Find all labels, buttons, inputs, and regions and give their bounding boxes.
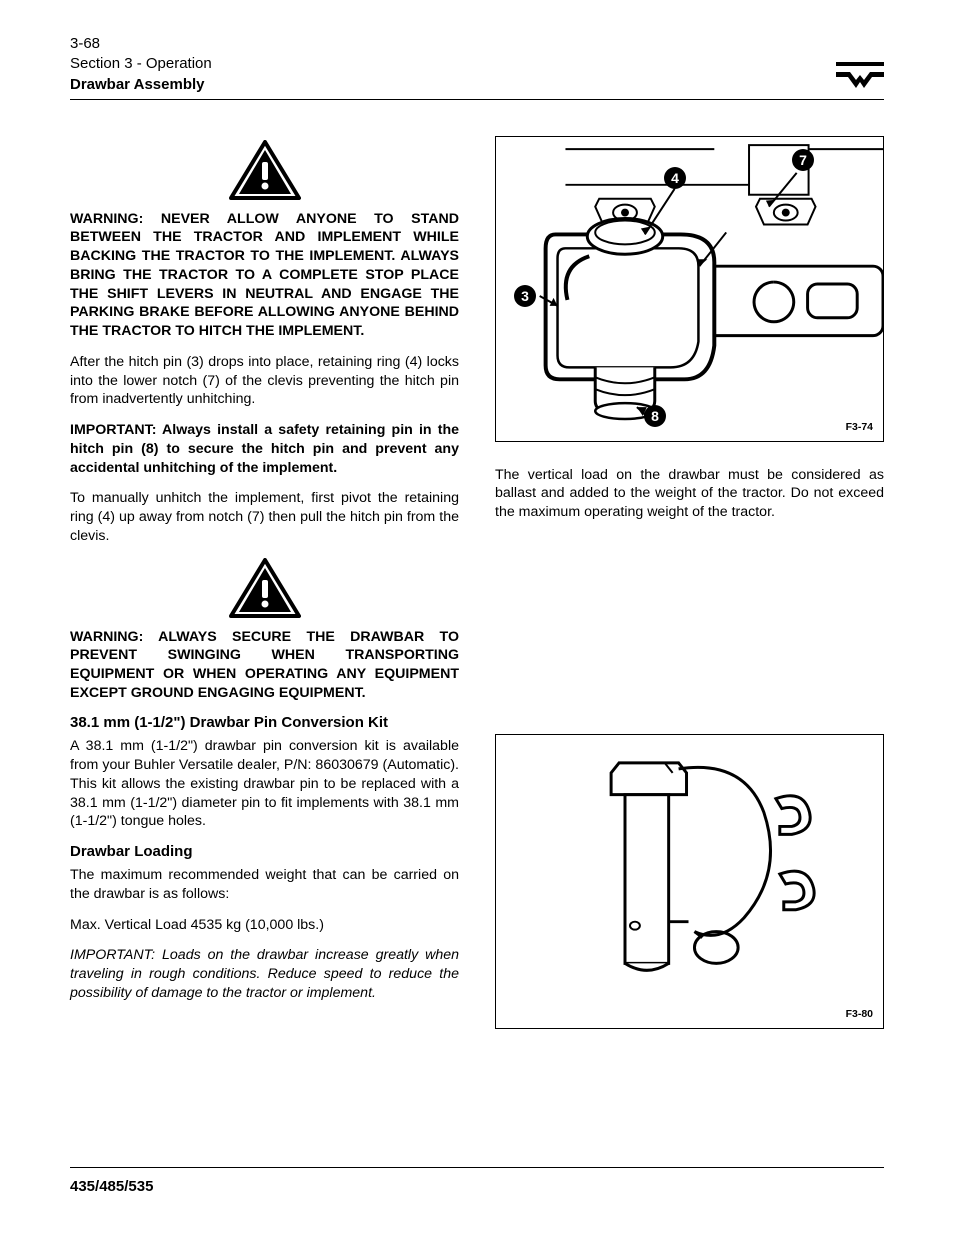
paragraph-conversion-kit: A 38.1 mm (1-1/2") drawbar pin conversio… <box>70 737 459 831</box>
figure-callout-4: 4 <box>664 167 686 189</box>
figure-f3-74-illustration <box>496 137 883 441</box>
brand-logo-icon <box>836 62 884 88</box>
paragraph-max-load: Max. Vertical Load 4535 kg (10,000 lbs.) <box>70 916 459 935</box>
figure-callout-3: 3 <box>514 285 536 307</box>
page-number: 3-68 <box>70 34 884 54</box>
heading-drawbar-loading: Drawbar Loading <box>70 843 459 860</box>
figure-label-f3-74: F3-74 <box>846 421 873 433</box>
important-loads-italic: IMPORTANT: Loads on the drawbar increase… <box>70 946 459 1002</box>
warning-text-1: WARNING: NEVER ALLOW ANYONE TO STAND BET… <box>70 210 459 341</box>
header-rule <box>70 99 884 100</box>
figure-callout-8: 8 <box>644 405 666 427</box>
header-text-block: 3-68 Section 3 - Operation Drawbar Assem… <box>70 34 884 95</box>
warning-triangle-icon <box>70 558 459 620</box>
figure-f3-74: 4 7 3 8 F3-74 <box>495 136 884 442</box>
subsection-title: Drawbar Assembly <box>70 75 884 95</box>
paragraph-vertical-load: The vertical load on the drawbar must be… <box>495 466 884 522</box>
footer-rule <box>70 1167 884 1168</box>
figure-label-f3-80: F3-80 <box>846 1008 873 1020</box>
paragraph-max-weight-intro: The maximum recommended weight that can … <box>70 866 459 903</box>
page-footer: 435/485/535 <box>70 1167 884 1195</box>
content-columns: WARNING: NEVER ALLOW ANYONE TO STAND BET… <box>70 136 884 1029</box>
right-column: 4 7 3 8 F3-74 The vertical load on the d… <box>495 136 884 1029</box>
heading-conversion-kit: 38.1 mm (1-1/2") Drawbar Pin Conversion … <box>70 714 459 731</box>
left-column: WARNING: NEVER ALLOW ANYONE TO STAND BET… <box>70 136 459 1029</box>
paragraph-hitch-drop: After the hitch pin (3) drops into place… <box>70 353 459 409</box>
section-title: Section 3 - Operation <box>70 54 884 74</box>
figure-f3-80: F3-80 <box>495 734 884 1029</box>
figure-f3-80-illustration <box>496 735 883 1028</box>
important-retaining-pin: IMPORTANT: Always install a safety retai… <box>70 421 459 477</box>
figure-callout-7: 7 <box>792 149 814 171</box>
paragraph-unhitch: To manually unhitch the implement, first… <box>70 489 459 545</box>
page-header: 3-68 Section 3 - Operation Drawbar Assem… <box>70 34 884 100</box>
warning-text-2: WARNING: ALWAYS SECURE THE DRAWBAR TO PR… <box>70 628 459 703</box>
warning-triangle-icon <box>70 140 459 202</box>
footer-models: 435/485/535 <box>70 1178 884 1195</box>
